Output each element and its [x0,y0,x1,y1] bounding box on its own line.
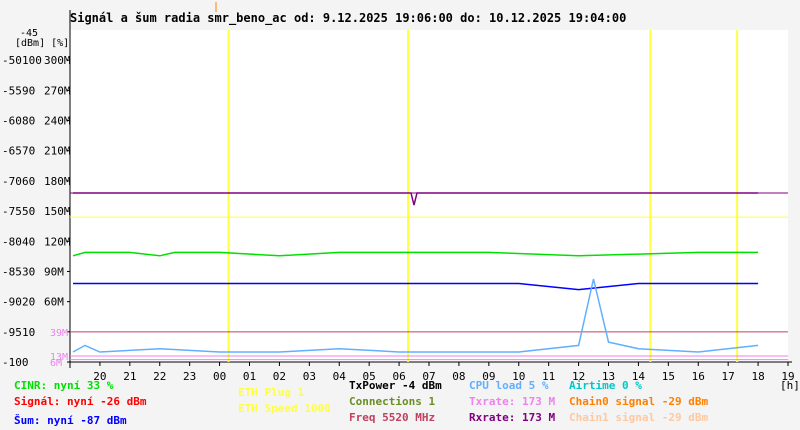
y-tick-rate: 300M [44,54,71,67]
series-line [72,278,759,353]
y-tick-dbm: -80 [2,235,22,248]
y-tick-pct: 10 [22,326,35,339]
x-tick-label: 16 [692,370,705,383]
x-tick-label: 14 [632,370,646,383]
legend-entry: Chain0 signal -29 dBm [569,395,709,408]
y-tick-rate: 180M [44,175,71,188]
ref-label: 13M [50,352,68,363]
y-tick-pct: 90 [22,84,35,97]
series-line [73,282,759,291]
y-tick-pct: 20 [22,296,35,309]
x-tick-label: 18 [751,370,764,383]
y-tick-rate: 270M [44,84,71,97]
x-tick-label: 17 [722,370,735,383]
y-tick-dbm: -95 [2,326,22,339]
x-tick-label: 05 [363,370,376,383]
ref-label: 39M [50,328,68,339]
legend-entry: Airtime 0 % [569,379,642,392]
legend-entry: CINR: nyní 33 % [14,379,114,392]
legend-entry: Rxrate: 173 M [469,411,556,424]
x-tick-label: 10 [512,370,525,383]
y-tick-rate: 120M [44,235,71,248]
legend-entry: Freq 5520 MHz [349,411,436,424]
y-tick-rate: 150M [44,205,71,218]
legend-entry: Txrate: 173 M [469,395,556,408]
legend-entry: ETH Plug 1 [238,386,305,399]
x-tick-label: 00 [213,370,226,383]
y-tick-dbm: -75 [2,205,22,218]
x-tick-label: 03 [303,370,316,383]
x-tick-label: 07 [422,370,435,383]
y-tick-dbm: -45 [20,28,38,39]
y-tick-dbm: -50 [2,54,22,67]
legend-entry: Šum: nyní -87 dBm [14,414,127,427]
legend-entry: Signál: nyní -26 dBm [14,395,147,408]
x-tick-label: 12 [572,370,585,383]
ref-label: 6M [50,358,62,369]
y-tick-dbm: -70 [2,175,22,188]
y-tick-pct: 100 [22,54,42,67]
y-tick-rate: 90M [44,265,64,278]
y-tick-dbm: -60 [2,115,22,128]
plot-area [70,30,788,362]
y-tick-dbm: -65 [2,145,22,158]
x-tick-label: 04 [333,370,347,383]
y-tick-pct: 70 [22,145,35,158]
y-tick-rate: 210M [44,145,71,158]
y-tick-rate: 240M [44,115,71,128]
x-tick-label: 11 [542,370,555,383]
y-unit-label: [dBm] [%] [15,38,69,49]
x-unit-label: [h] [780,379,800,392]
legend-entry: Connections 1 [349,395,436,408]
x-tick-label: 15 [662,370,675,383]
legend-entry: ETH Speed 1000 [238,402,331,415]
y-tick-pct: 60 [22,175,35,188]
x-tick-label: 22 [153,370,166,383]
x-tick-label: 08 [452,370,465,383]
y-tick-rate: 60M [44,296,64,309]
x-tick-label: 19 [781,370,794,383]
y-tick-dbm: -100 [2,356,29,369]
x-tick-label: 01 [243,370,256,383]
legend-entry: CPU load 5 % [469,379,549,392]
x-tick-label: 06 [392,370,405,383]
y-tick-dbm: -90 [2,296,22,309]
x-tick-label: 23 [183,370,196,383]
chart-title: Signál a šum radia smr_beno_ac od: 9.12.… [70,11,627,25]
series-line [73,192,759,206]
y-tick-pct: 40 [22,235,35,248]
x-tick-label: 20 [93,370,106,383]
x-tick-label: 21 [123,370,136,383]
x-tick-label: 09 [482,370,495,383]
y-tick-pct: 80 [22,115,35,128]
legend-entry: TxPower -4 dBm [349,379,442,392]
series-line [72,251,759,257]
x-tick-label: 13 [602,370,615,383]
x-tick-label: 02 [273,370,286,383]
y-tick-dbm: -55 [2,84,22,97]
legend-entry: Chain1 signal -29 dBm [569,411,709,424]
y-tick-pct: 50 [22,205,35,218]
y-tick-dbm: -85 [2,265,22,278]
y-tick-pct: 30 [22,265,35,278]
